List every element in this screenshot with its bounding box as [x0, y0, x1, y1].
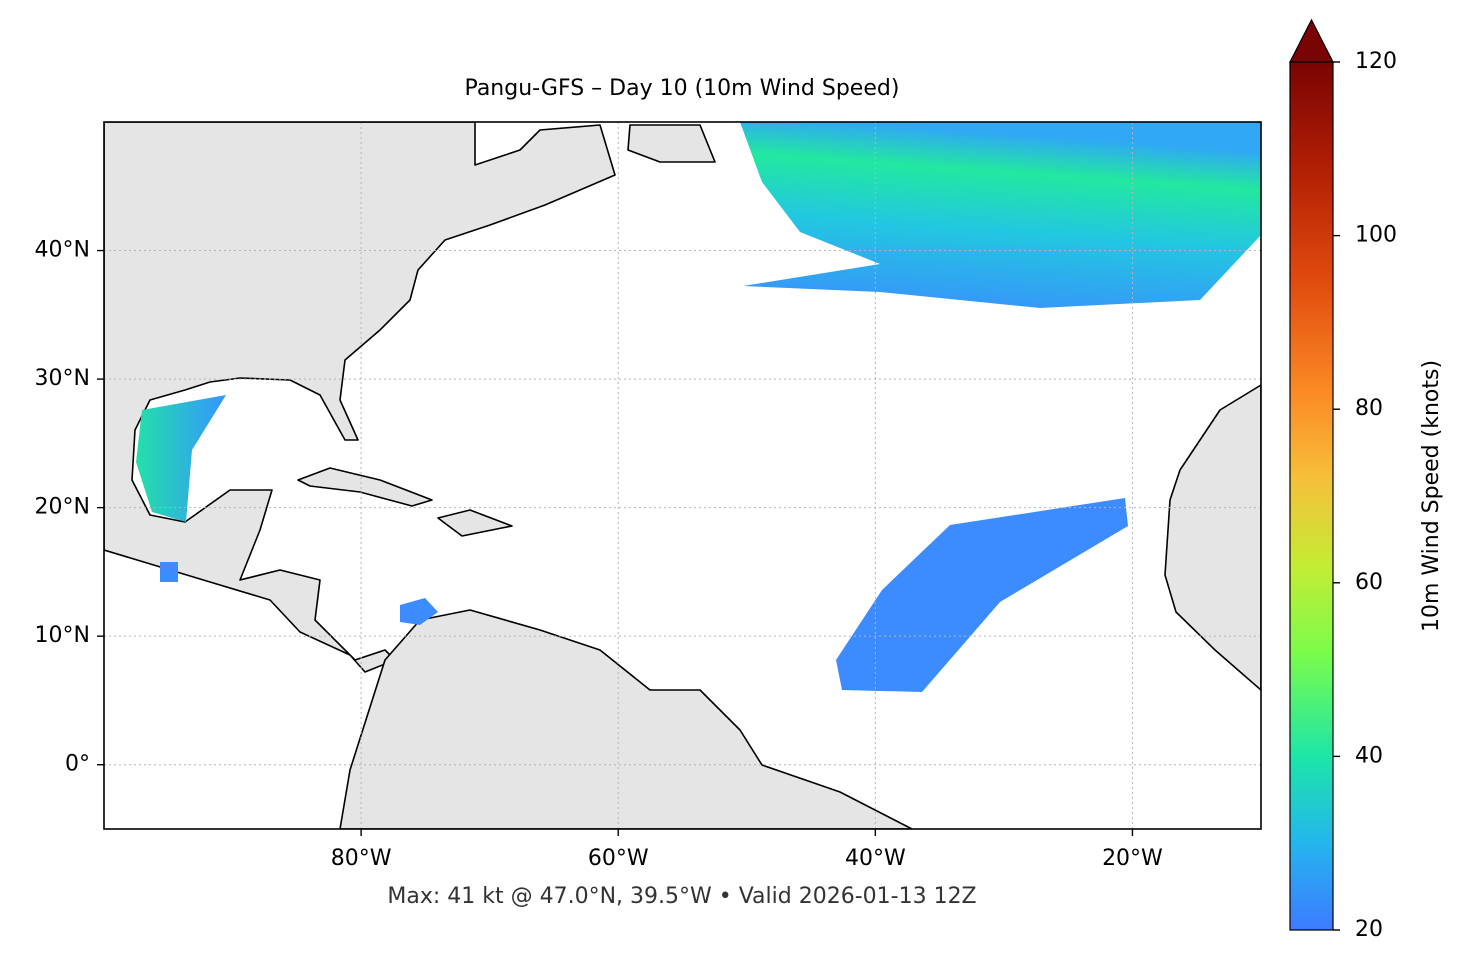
- wind-central-atlantic: [836, 498, 1128, 692]
- colorbar-tick-label: 120: [1355, 49, 1397, 74]
- wind-gulf: [136, 395, 226, 522]
- colorbar-tick-label: 100: [1355, 223, 1397, 248]
- lat-tick-label: 30°N: [35, 366, 90, 391]
- lat-tick-label: 0°: [65, 752, 90, 777]
- wind-pacific: [160, 562, 178, 582]
- colorbar-tick-label: 80: [1355, 396, 1383, 421]
- lon-tick-label: 60°W: [588, 846, 649, 871]
- wind-north-atlantic: [740, 122, 1261, 308]
- colorbar: [1289, 61, 1334, 931]
- colorbar-label: 10m Wind Speed (knots): [1419, 360, 1444, 632]
- map-title: Pangu-GFS – Day 10 (10m Wind Speed): [465, 76, 900, 101]
- lat-tick-label: 20°N: [35, 495, 90, 520]
- lon-tick-label: 80°W: [331, 846, 392, 871]
- map-frame: [103, 121, 1262, 830]
- map-note: Max: 41 kt @ 47.0°N, 39.5°W • Valid 2026…: [387, 884, 976, 909]
- colorbar-extend: [1289, 18, 1334, 63]
- lon-tick-label: 40°W: [845, 846, 906, 871]
- cuba: [297, 467, 433, 507]
- lat-tick-label: 40°N: [35, 238, 90, 263]
- africa: [1164, 384, 1261, 691]
- newfoundland: [627, 124, 716, 163]
- colorbar-tick-label: 60: [1355, 570, 1383, 595]
- south-america: [339, 609, 913, 829]
- wind-caribbean: [400, 598, 438, 625]
- lat-tick-label: 10°N: [35, 623, 90, 648]
- map-area: [104, 122, 1261, 829]
- hispaniola: [437, 509, 513, 537]
- colorbar-tick-label: 20: [1355, 917, 1383, 942]
- lon-tick-label: 20°W: [1102, 846, 1163, 871]
- colorbar-tick-label: 40: [1355, 743, 1383, 768]
